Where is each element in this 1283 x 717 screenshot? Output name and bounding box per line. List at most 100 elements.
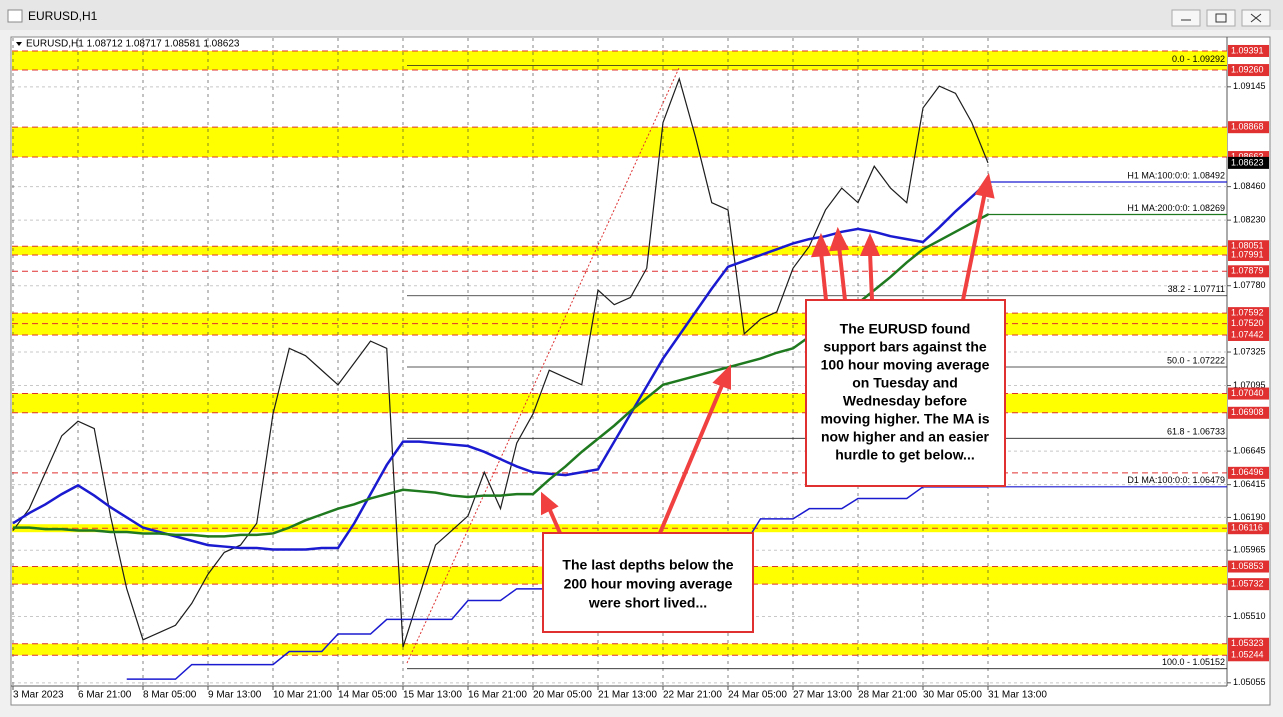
x-tick-label: 22 Mar 21:00	[663, 690, 722, 701]
fib-label: 50.0 - 1.07222	[1167, 355, 1225, 365]
arrow-head	[974, 172, 995, 199]
level-label: 1.07442	[1231, 329, 1264, 339]
level-tag	[1228, 44, 1269, 57]
restore-icon	[1215, 13, 1227, 23]
level-label: 1.07991	[1231, 249, 1264, 259]
level-label: 1.06116	[1231, 523, 1263, 533]
x-tick-label: 28 Mar 21:00	[858, 690, 917, 701]
x-tick-label: 14 Mar 05:00	[338, 690, 397, 701]
ma-label: H1 MA:100:0:0: 1.08492	[1127, 170, 1225, 180]
y-tick-label: 1.05965	[1233, 545, 1266, 555]
annotation-text: were short lived...	[588, 595, 707, 611]
x-tick-label: 30 Mar 05:00	[923, 690, 982, 701]
level-tag	[1228, 387, 1269, 400]
arrow	[819, 251, 828, 301]
ma-label: D1 MA:100:0:0: 1.06479	[1127, 475, 1225, 485]
level-tag	[1228, 649, 1269, 662]
annotation-text: hurdle to get below...	[835, 447, 974, 463]
annotation-text: Wednesday before	[843, 393, 967, 409]
level-label: 1.09391	[1231, 45, 1264, 55]
level-tag	[1228, 265, 1269, 278]
x-tick-label: 8 Mar 05:00	[143, 690, 197, 701]
support-zone	[12, 524, 1227, 533]
level-label: 1.09260	[1231, 64, 1264, 74]
y-tick-label: 1.06645	[1233, 445, 1266, 455]
window-icon	[7, 9, 23, 23]
x-tick-label: 31 Mar 13:00	[988, 690, 1047, 701]
annotation-text: 200 hour moving average	[564, 576, 733, 592]
chart-header: EURUSD,H1 1.08712 1.08717 1.08581 1.0862…	[26, 39, 240, 50]
x-tick-label: 15 Mar 13:00	[403, 690, 462, 701]
grid	[12, 38, 1227, 686]
price-line	[12, 76, 989, 648]
annotations: The EURUSD found support bars against the…	[562, 321, 989, 611]
x-tick-label: 20 Mar 05:00	[533, 690, 592, 701]
y-tick-label: 1.08460	[1233, 181, 1266, 191]
title-bar	[0, 0, 1283, 30]
annotation-text: 100 hour moving average	[821, 357, 990, 373]
fib-label: 100.0 - 1.05152	[1162, 657, 1225, 667]
annotation-text: support bars against the	[823, 339, 987, 355]
annotation-text: now higher and an easier	[821, 429, 990, 445]
level-tag	[1228, 578, 1269, 591]
level-tag	[1228, 560, 1269, 573]
support-zone	[12, 393, 1227, 413]
arrow-head	[712, 364, 731, 390]
y-tick-label: 1.05055	[1233, 677, 1266, 687]
arrow	[868, 251, 874, 301]
price-tag	[1228, 156, 1269, 169]
level-tag	[1228, 121, 1269, 134]
level-label: 1.07592	[1231, 307, 1264, 317]
level-label: 1.06908	[1231, 407, 1264, 417]
level-tag	[1228, 317, 1269, 330]
y-tick-label: 1.06190	[1233, 512, 1266, 522]
arrow	[658, 382, 725, 534]
annotation-text: on Tuesday and	[852, 375, 958, 391]
arrows	[541, 172, 995, 534]
arrow-head	[810, 232, 831, 258]
minimize-button[interactable]	[1171, 9, 1201, 27]
fib-label: 0.0 - 1.09292	[1172, 54, 1225, 64]
y-tick-label: 1.07095	[1233, 380, 1266, 390]
x-tick-label: 6 Mar 21:00	[78, 690, 132, 701]
ma-label: H1 MA:200:0:0: 1.08269	[1127, 203, 1225, 213]
support-zone	[12, 246, 1227, 255]
x-tick-label: 9 Mar 13:00	[208, 690, 262, 701]
level-lines	[12, 50, 1227, 656]
fib-label: 38.2 - 1.07711	[1168, 284, 1225, 294]
level-tag	[1228, 64, 1269, 77]
level-label: 1.05732	[1231, 579, 1264, 589]
moving-average	[12, 181, 989, 551]
level-tag	[1228, 466, 1269, 479]
y-tick-label: 1.07325	[1233, 346, 1266, 356]
annotation-box	[542, 532, 754, 633]
y-tick-label: 1.05510	[1233, 611, 1266, 621]
level-label: 1.08868	[1231, 122, 1264, 132]
arrow-head	[541, 491, 559, 516]
restore-button[interactable]	[1206, 9, 1236, 27]
arrow	[961, 191, 987, 301]
support-zone	[12, 50, 1227, 71]
level-tag	[1228, 248, 1269, 261]
level-label: 1.07879	[1231, 266, 1264, 276]
price-label: 1.08623	[1231, 157, 1264, 167]
support-zone	[12, 127, 1227, 158]
y-tick-label: 1.08230	[1233, 215, 1266, 225]
support-zone	[12, 643, 1227, 656]
y-tick-label: 1.07780	[1233, 280, 1266, 290]
y-tick-label: 1.06415	[1233, 479, 1266, 489]
menu-arrow[interactable]	[16, 42, 22, 46]
arrow-head	[859, 233, 881, 256]
level-label: 1.07520	[1231, 318, 1264, 328]
close-icon	[1250, 13, 1262, 23]
x-tick-label: 21 Mar 13:00	[598, 690, 657, 701]
arrow	[837, 245, 847, 301]
level-tag	[1228, 307, 1269, 320]
fib-label: 61.8 - 1.06733	[1167, 427, 1225, 437]
price-axis: 1.09145 1.08460 1.08230 1.07780 1.07325 1.070…	[1227, 44, 1269, 687]
fibonacci-trendline	[406, 67, 680, 664]
annotation-text: The last depths below the	[562, 557, 733, 573]
level-label: 1.05244	[1231, 650, 1264, 660]
x-tick-label: 27 Mar 13:00	[793, 690, 852, 701]
